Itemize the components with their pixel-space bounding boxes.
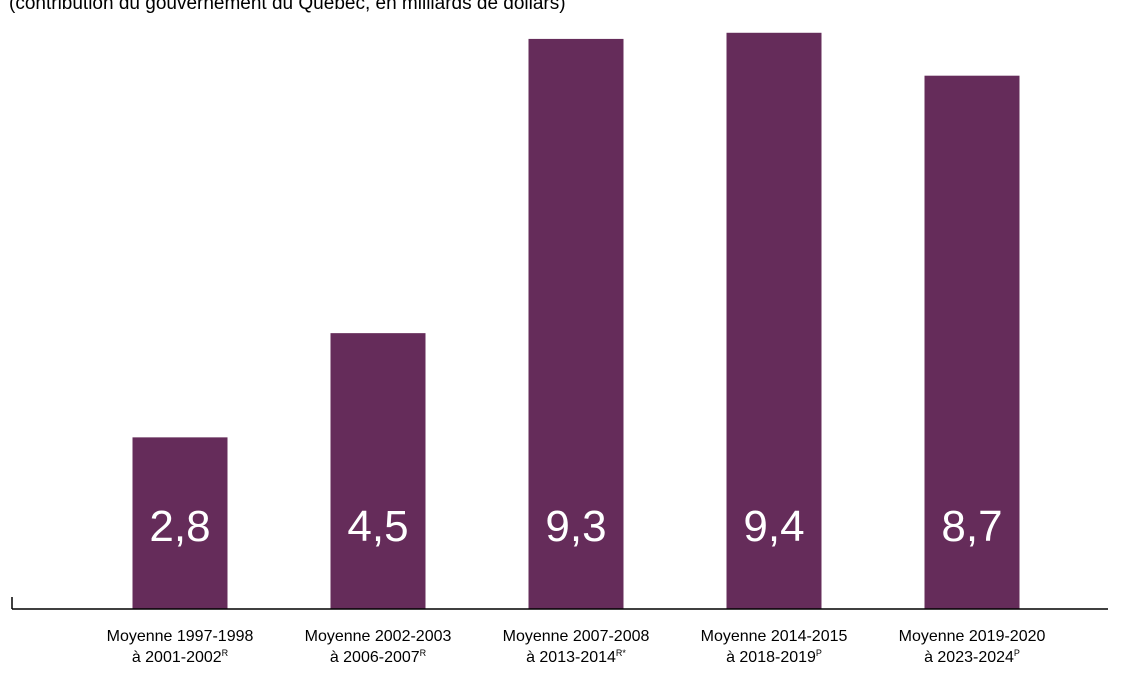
category-label-period-end: à 2006-2007: [329, 649, 420, 666]
category-note-marker: R: [221, 648, 229, 658]
bar-3: [528, 38, 624, 610]
category-label-3: Moyenne 2007-2008 à 2013-2014R*: [481, 626, 671, 668]
bar-4: [726, 32, 822, 609]
bar-value-label-3: 9,3: [545, 502, 606, 551]
category-label-line1: Moyenne 2002-2003: [304, 628, 452, 645]
category-label-line1: Moyenne 2007-2008: [502, 628, 650, 645]
category-label-1: Moyenne 1997-1998 à 2001-2002R: [85, 626, 275, 668]
category-note-marker: P: [1013, 648, 1020, 658]
bar-value-label-5: 8,7: [941, 502, 1002, 551]
bar-value-label-1: 2,8: [149, 502, 210, 551]
x-axis: [11, 597, 1108, 610]
category-label-5: Moyenne 2019-2020 à 2023-2024P: [877, 626, 1067, 668]
chart-subtitle: (contribution du gouvernement du Québec,…: [9, 0, 566, 14]
category-label-2: Moyenne 2002-2003 à 2006-2007R: [283, 626, 473, 668]
bar-value-label-4: 9,4: [743, 502, 804, 551]
category-label-4: Moyenne 2014-2015 à 2018-2019P: [679, 626, 869, 668]
category-note-marker: R: [419, 648, 427, 658]
category-label-line2: à 2006-2007R: [283, 647, 473, 668]
category-label-period-end: à 2023-2024: [924, 649, 1014, 666]
category-label-period-end: à 2001-2002: [131, 649, 222, 666]
category-label-period-end: à 2013-2014: [526, 649, 616, 666]
category-note-marker: R*: [615, 648, 626, 658]
category-label-line2: à 2013-2014R*: [481, 647, 671, 668]
category-label-line1: Moyenne 2019-2020: [898, 628, 1046, 645]
category-label-line2: à 2023-2024P: [877, 647, 1067, 668]
category-label-line1: Moyenne 1997-1998: [106, 628, 254, 645]
category-label-period-end: à 2018-2019: [726, 649, 816, 666]
bar-2: [330, 333, 426, 609]
bar-5: [924, 75, 1020, 609]
bars-group: 2,8 4,5 9,3 9,4 8,7: [132, 32, 1020, 610]
category-label-line1: Moyenne 2014-2015: [700, 628, 848, 645]
category-label-line2: à 2001-2002R: [85, 647, 275, 668]
bar-value-label-2: 4,5: [347, 502, 408, 551]
category-note-marker: P: [815, 648, 822, 658]
category-label-line2: à 2018-2019P: [679, 647, 869, 668]
bar-1: [132, 437, 228, 609]
